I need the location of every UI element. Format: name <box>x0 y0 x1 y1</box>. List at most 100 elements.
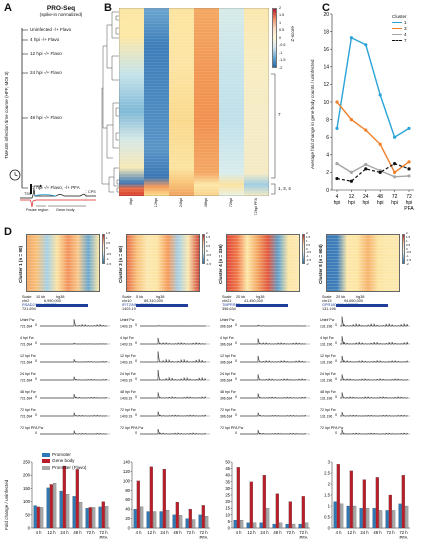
x-tick-label: 24 h <box>60 530 69 535</box>
track-ymax: 721.694 <box>20 379 32 383</box>
y-tick-label: 0 <box>328 526 331 531</box>
coordinate: 89,310,000 <box>144 299 164 303</box>
track-zero: 0 <box>235 431 237 435</box>
heatmap-col-label: 4hpi <box>129 198 133 206</box>
x-tick-label: 72 h <box>386 530 395 535</box>
bar <box>146 511 150 529</box>
colorbar-tick: 1.5 <box>106 231 111 235</box>
x-tick-label: 48 <box>377 194 383 200</box>
legend-swatch <box>392 33 402 35</box>
y-tick-label: 0 <box>28 526 31 531</box>
x-tick-label: 72 h <box>199 530 208 535</box>
timepoint-72hpi: 72 hpi -/+ Flavo, -/+ PFA <box>30 185 80 190</box>
bar <box>233 519 237 529</box>
bar <box>275 493 279 529</box>
x-tick-label: 24 <box>363 194 369 200</box>
legend-entry: 4 <box>392 31 407 37</box>
x-tick-label: 24 h <box>260 530 269 535</box>
x-tick-label: hpi <box>362 200 369 206</box>
colorbar-tick: 0.5 <box>206 244 211 249</box>
track-ymax: 131.196 <box>320 379 332 383</box>
colorbar-tick: 0 <box>279 35 282 40</box>
track-zero: 0 <box>235 395 237 399</box>
legend-label: 4 <box>404 31 407 37</box>
colorbar-tick: 1 <box>406 238 408 243</box>
legend-promoter: Promoter <box>52 452 71 457</box>
track-label: Uninf Fw <box>220 318 235 322</box>
y-tick-label: 0 <box>326 188 329 194</box>
track-label: 4 hpi Fw <box>20 336 34 340</box>
colorbar-tick: -0.5 <box>106 251 112 256</box>
bar <box>366 508 370 529</box>
bar <box>198 514 202 529</box>
colorbar-tick: 0 <box>406 246 408 251</box>
heatmap-col-label: 72hpi PFA <box>254 198 258 216</box>
y-tick-label: 12 <box>323 82 329 88</box>
bar <box>262 475 266 529</box>
heatmap-colorbar <box>272 8 277 68</box>
colorbar-tick: 0.5 <box>406 242 411 247</box>
x-tick-label: 4 h <box>236 530 242 535</box>
bar <box>305 522 309 529</box>
x-tick-label: 4 h <box>336 530 342 535</box>
heatmap-col-label: 12hpi <box>154 198 158 208</box>
data-point <box>364 43 368 47</box>
y-tick-label: 6 <box>326 135 329 141</box>
track-ymax: 721.694 <box>20 325 32 329</box>
y-tick-label: 14 <box>323 65 329 71</box>
track-ymax: 721.694 <box>20 397 32 401</box>
track-zero: 0 <box>335 395 337 399</box>
x-tick-label: PFA <box>400 535 408 540</box>
bar <box>246 522 250 529</box>
bar <box>88 507 92 529</box>
track-ymax: 396.634 <box>220 343 232 347</box>
chromosome: chr2 <box>22 299 30 303</box>
tss-label: TSS <box>24 192 32 196</box>
track-zero: 0 <box>135 359 137 363</box>
y-tick-label: 2 <box>328 482 331 487</box>
track-label: 72 hpi Fw <box>320 408 336 412</box>
x-tick-label: 72 h <box>299 530 308 535</box>
track-label: Uninf Fw <box>320 318 335 322</box>
track-ymax: 131.196 <box>320 343 332 347</box>
bar <box>353 505 357 529</box>
track-ymax: 131.196 <box>322 307 336 311</box>
panel-c-letter: C <box>322 2 330 14</box>
bar <box>188 509 192 529</box>
x-tick-label: 48 h <box>273 530 282 535</box>
track-label: Uninf Fw <box>20 318 35 322</box>
track-zero: 0 <box>35 359 37 363</box>
colorbar-tick: -1 <box>279 50 283 55</box>
series-line-1 <box>336 36 410 139</box>
x-tick-label: 12 h <box>147 530 156 535</box>
track-ymax: 1403.19 <box>120 361 132 365</box>
track-label: 12 hpi Fw <box>320 354 336 358</box>
signal-trace <box>140 428 207 435</box>
signal-trace <box>40 412 108 417</box>
signal-trace <box>340 336 409 345</box>
colorbar-tick: 2 <box>279 6 282 10</box>
bar <box>336 464 340 529</box>
data-point <box>349 118 353 122</box>
timecourse-diagram <box>9 28 96 208</box>
data-point <box>407 167 411 171</box>
coordinate: 41,450,000 <box>244 299 264 303</box>
timepoint-4hpi: 4 hpi -/+ Flavo <box>30 37 60 42</box>
track-zero: 0 <box>35 377 37 381</box>
track-ymax: 1403.19 <box>120 415 132 419</box>
legend-entry: 1 <box>392 19 407 25</box>
cluster-colorbar-ticks: 2 1.5 1 0.5 0 -0.5 -1 -1.5 -2 <box>406 232 411 266</box>
track-label: 48 hpi Fw <box>220 390 236 394</box>
colorbar-tick: 2 <box>206 231 208 235</box>
x-tick-label: 72 <box>406 194 412 200</box>
bar <box>279 522 283 529</box>
bar <box>79 502 83 529</box>
x-tick-label: 4 h <box>136 530 142 535</box>
cluster-heatmap <box>26 234 100 292</box>
bar <box>388 494 392 529</box>
colorbar-tick: 0.5 <box>306 242 311 247</box>
cluster-colorbar-ticks: 1.5 1 0.5 0 -0.5 -1 -1.5 <box>106 232 111 266</box>
